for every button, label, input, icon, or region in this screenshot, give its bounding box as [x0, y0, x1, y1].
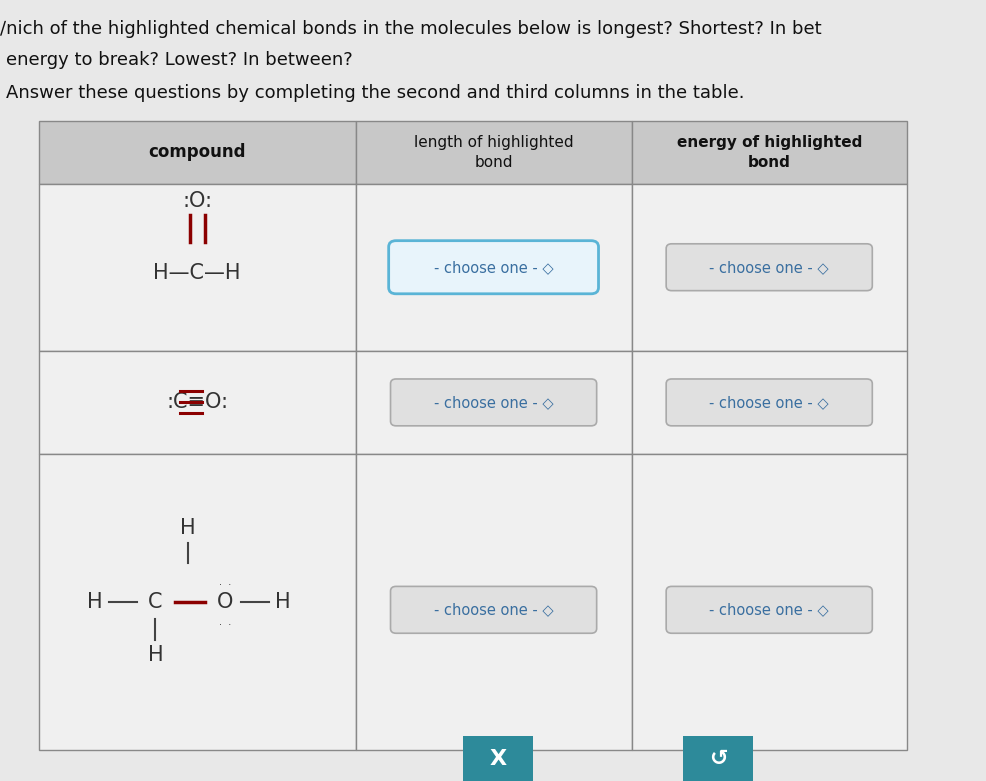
Bar [356, 455, 632, 750]
Text: H: H [148, 645, 163, 665]
Text: O: O [217, 592, 233, 612]
Text: - choose one - ◇: - choose one - ◇ [434, 395, 553, 410]
Text: H: H [180, 518, 195, 538]
Text: energy of highlighted
bond: energy of highlighted bond [676, 135, 862, 170]
FancyBboxPatch shape [388, 241, 599, 294]
Text: C: C [148, 592, 163, 612]
Bar [38, 351, 356, 455]
Bar [38, 184, 356, 351]
Bar [463, 736, 533, 781]
Text: .  .: . . [219, 576, 231, 587]
Text: length of highlighted
bond: length of highlighted bond [414, 135, 574, 170]
Text: - choose one - ◇: - choose one - ◇ [709, 260, 829, 275]
FancyBboxPatch shape [667, 379, 873, 426]
Text: :C≡O:: :C≡O: [166, 392, 228, 412]
Text: - choose one - ◇: - choose one - ◇ [434, 260, 553, 275]
Text: H—C—H: H—C—H [154, 263, 241, 284]
Bar [632, 184, 907, 351]
Bar [683, 736, 753, 781]
Text: :O:: :O: [182, 191, 212, 211]
Text: - choose one - ◇: - choose one - ◇ [434, 602, 553, 617]
FancyBboxPatch shape [390, 379, 597, 426]
Bar [632, 121, 907, 184]
Bar [38, 455, 356, 750]
Bar [356, 184, 632, 351]
Bar [38, 121, 356, 184]
Text: X: X [490, 749, 507, 769]
Text: energy to break? Lowest? In between?: energy to break? Lowest? In between? [6, 51, 353, 69]
Text: Answer these questions by completing the second and third columns in the table.: Answer these questions by completing the… [6, 84, 744, 102]
Bar [356, 121, 632, 184]
FancyBboxPatch shape [667, 587, 873, 633]
Text: .  .: . . [219, 617, 231, 627]
Bar [632, 351, 907, 455]
Bar [356, 351, 632, 455]
Text: H: H [87, 592, 103, 612]
Text: ∕nich of the highlighted chemical bonds in the molecules below is longest? Short: ∕nich of the highlighted chemical bonds … [0, 20, 821, 37]
FancyBboxPatch shape [667, 244, 873, 291]
Text: compound: compound [148, 144, 246, 162]
FancyBboxPatch shape [390, 587, 597, 633]
Text: - choose one - ◇: - choose one - ◇ [709, 602, 829, 617]
Text: - choose one - ◇: - choose one - ◇ [709, 395, 829, 410]
Bar [632, 455, 907, 750]
Text: H: H [275, 592, 290, 612]
Text: ↺: ↺ [709, 749, 728, 769]
